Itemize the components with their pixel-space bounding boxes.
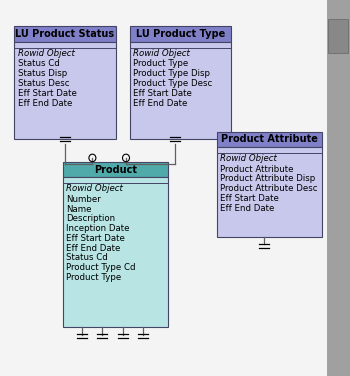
Text: Eff End Date: Eff End Date <box>220 204 275 213</box>
Bar <box>327 0 350 376</box>
Text: Product Type Disp: Product Type Disp <box>133 69 210 78</box>
Text: Status Desc: Status Desc <box>18 79 69 88</box>
Text: Inception Date: Inception Date <box>66 224 130 233</box>
Text: Description: Description <box>66 214 116 223</box>
Text: Product Type: Product Type <box>66 273 122 282</box>
Bar <box>14 42 116 139</box>
Text: Eff Start Date: Eff Start Date <box>220 194 279 203</box>
Text: Status Cd: Status Cd <box>66 253 108 262</box>
Bar <box>328 19 348 53</box>
Text: Product Type: Product Type <box>133 59 188 68</box>
Text: Product Attribute Disp: Product Attribute Disp <box>220 174 316 183</box>
Text: Status Disp: Status Disp <box>18 69 67 78</box>
Text: LU Product Type: LU Product Type <box>136 29 225 39</box>
Text: Status Cd: Status Cd <box>18 59 59 68</box>
Text: Product Type Desc: Product Type Desc <box>133 79 212 88</box>
Text: LU Product Status: LU Product Status <box>15 29 114 39</box>
Text: Eff End Date: Eff End Date <box>133 99 187 108</box>
Bar <box>217 147 322 237</box>
Bar <box>14 26 116 42</box>
Bar <box>63 162 168 177</box>
Bar <box>130 26 231 42</box>
Text: Eff Start Date: Eff Start Date <box>66 234 125 243</box>
Text: Rowid Object: Rowid Object <box>18 49 74 58</box>
Text: Eff Start Date: Eff Start Date <box>133 89 192 98</box>
Bar <box>130 42 231 139</box>
Text: Product Attribute: Product Attribute <box>220 165 294 174</box>
Text: Name: Name <box>66 205 92 214</box>
Text: Rowid Object: Rowid Object <box>220 154 277 163</box>
Text: Product Type Cd: Product Type Cd <box>66 263 136 272</box>
Text: Eff End Date: Eff End Date <box>66 244 121 253</box>
Bar <box>63 177 168 327</box>
Text: Eff Start Date: Eff Start Date <box>18 89 76 98</box>
Text: Number: Number <box>66 195 101 204</box>
Text: Product Attribute Desc: Product Attribute Desc <box>220 184 318 193</box>
Text: Eff End Date: Eff End Date <box>18 99 72 108</box>
Text: Product: Product <box>94 165 137 174</box>
Text: Product Attribute: Product Attribute <box>221 135 318 144</box>
Text: Rowid Object: Rowid Object <box>66 184 123 193</box>
Bar <box>217 132 322 147</box>
Text: Rowid Object: Rowid Object <box>133 49 190 58</box>
